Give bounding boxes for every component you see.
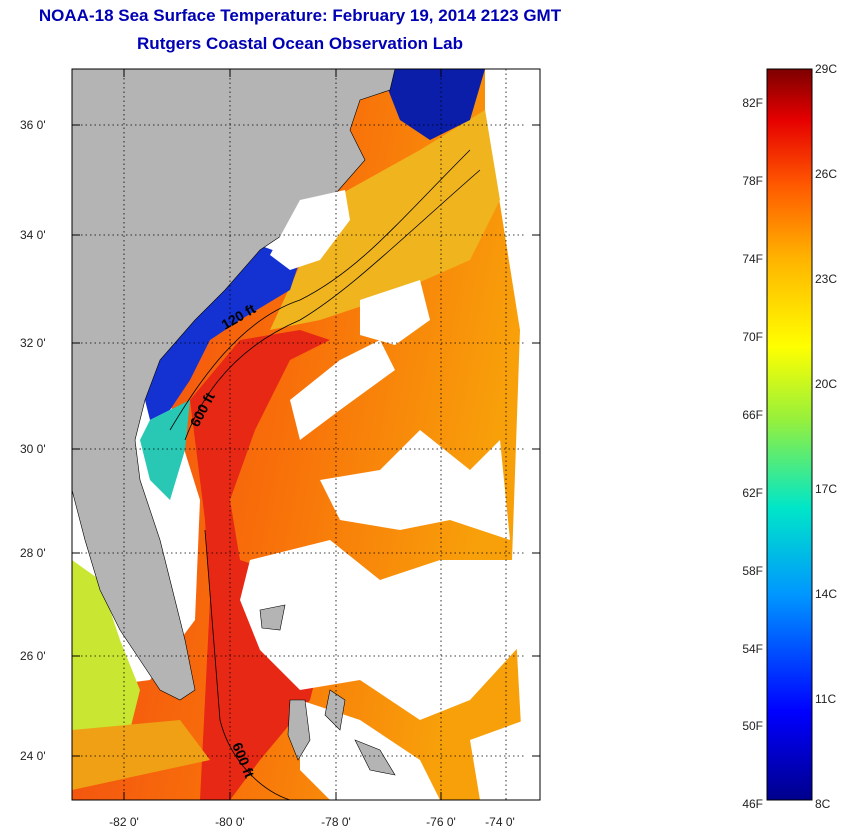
map-title: NOAA-18 Sea Surface Temperature: Februar…: [38, 6, 562, 25]
bahamas-islands: [259, 604, 396, 776]
colorbar-celsius-label: 29C: [815, 62, 838, 76]
lat-label: 36 0': [20, 118, 46, 132]
contour-600ft-south: [204, 529, 291, 800]
colorbar-celsius-label: 8C: [815, 797, 831, 811]
colorbar-fahrenheit-label: 58F: [742, 564, 763, 578]
offshore-band: [270, 110, 500, 330]
lat-label: 24 0': [20, 749, 46, 763]
colorbar-fahrenheit-label: 50F: [742, 719, 763, 733]
colorbar-celsius-label: 26C: [815, 167, 838, 181]
map-area: 120 ft 600 ft 600 ft: [72, 69, 525, 800]
colorbar-fahrenheit-label: 46F: [742, 797, 763, 811]
lon-label: -80 0': [215, 815, 245, 829]
lat-label: 32 0': [20, 336, 46, 350]
colorbar-celsius-label: 20C: [815, 377, 838, 391]
lon-label: -82 0': [109, 815, 139, 829]
colorbar-fahrenheit-label: 74F: [742, 252, 763, 266]
lon-label: -74 0': [485, 815, 515, 829]
contour-600ft: [184, 169, 481, 441]
axis-ticks: [72, 69, 540, 800]
gulf-water-warm: [72, 720, 210, 790]
colorbar-celsius-label: 17C: [815, 482, 838, 496]
land-mass: [72, 69, 396, 701]
lon-label: -78 0': [321, 815, 351, 829]
map-subtitle: Rutgers Coastal Ocean Observation Lab: [137, 34, 463, 53]
lat-label: 34 0': [20, 228, 46, 242]
colorbar-celsius-label: 14C: [815, 587, 838, 601]
colorbar-fahrenheit-label: 54F: [742, 642, 763, 656]
colorbar-celsius-label: 23C: [815, 272, 838, 286]
colorbar-fahrenheit-label: 70F: [742, 330, 763, 344]
shelf-transition: [140, 400, 190, 500]
lat-label: 30 0': [20, 442, 46, 456]
contour-120ft: [169, 149, 471, 431]
gulf-water: [72, 560, 140, 740]
colorbar-fahrenheit-label: 78F: [742, 174, 763, 188]
lon-label: -76 0': [426, 815, 456, 829]
colorbar-fahrenheit-label: 62F: [742, 486, 763, 500]
cold-north-water: [380, 69, 485, 140]
lat-label: 28 0': [20, 546, 46, 560]
colorbar-celsius-label: 11C: [815, 692, 837, 706]
lat-label: 26 0': [20, 649, 46, 663]
cold-shelf-water: [145, 240, 300, 420]
map-axes-frame: [71, 68, 541, 801]
colorbar-fahrenheit-label: 82F: [742, 96, 763, 110]
colorbar: [766, 68, 813, 801]
map-grid: [72, 69, 525, 800]
colorbar-fahrenheit-label: 66F: [742, 408, 763, 422]
